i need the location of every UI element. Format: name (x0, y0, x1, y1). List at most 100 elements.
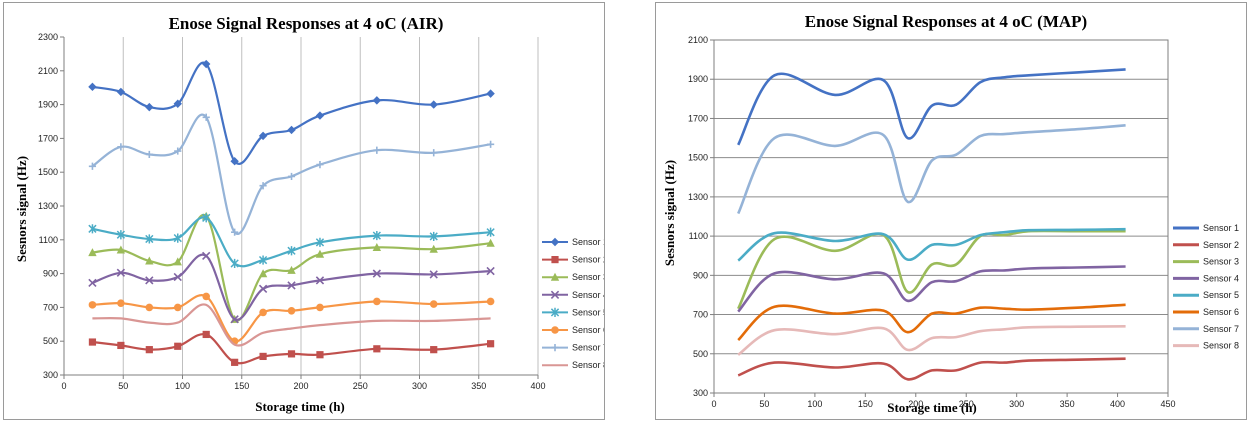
y-tick-label: 2100 (688, 35, 708, 45)
legend-item: Sensor 6 (1173, 307, 1239, 317)
chart-air: Enose Signal Responses at 4 oC (AIR) Sto… (14, 14, 604, 414)
x-tick-label: 100 (175, 381, 190, 391)
y-tick-label: 2300 (38, 32, 58, 42)
data-point (315, 237, 325, 247)
data-point (550, 290, 560, 299)
legend-item: Sensor 4 (542, 290, 604, 300)
y-tick-label: 1900 (688, 74, 708, 84)
data-point (487, 140, 495, 148)
data-point (202, 330, 210, 339)
data-point (487, 340, 495, 348)
data-point (202, 59, 211, 69)
y-tick-label: 1300 (688, 192, 708, 202)
data-point (230, 258, 239, 269)
series-line (92, 61, 491, 165)
series-line (92, 216, 491, 268)
data-point (429, 300, 438, 308)
chart-panel-map: Enose Signal Responses at 4 oC (MAP) Sto… (655, 2, 1247, 420)
data-point (372, 269, 382, 278)
legend-label: Sensor 4 (572, 290, 604, 300)
data-point (372, 230, 381, 241)
legend-label: Sensor 3 (1203, 257, 1239, 267)
data-point (486, 266, 495, 276)
series-sensor-8 (737, 325, 1126, 356)
x-tick-label: 350 (1060, 399, 1075, 409)
series-sensor-5 (737, 227, 1126, 262)
data-point (88, 162, 97, 170)
data-point (88, 82, 97, 92)
data-point (88, 224, 97, 234)
data-point (287, 172, 296, 181)
series-line (737, 265, 1126, 313)
legend: Sensor 1 Sensor 2 Sensor 3 Sensor 4 Sensor 5… (542, 237, 604, 370)
y-tick-label: 700 (693, 310, 708, 320)
y-tick-label: 700 (43, 302, 58, 312)
series-sensor-8 (92, 303, 491, 347)
y-tick-label: 900 (43, 269, 58, 279)
data-point (145, 346, 153, 354)
legend-item: Sensor 5 (1173, 290, 1239, 300)
data-point (202, 292, 210, 301)
data-point (287, 306, 296, 315)
data-point (287, 281, 296, 290)
series-sensor-6 (88, 292, 495, 346)
data-point (316, 160, 324, 169)
series-sensor-7 (88, 113, 495, 236)
data-point (145, 234, 154, 244)
legend-label: Sensor 5 (1203, 290, 1239, 300)
data-point (550, 307, 560, 317)
x-tick-label: 0 (61, 381, 66, 391)
x-tick-label: 50 (118, 381, 128, 391)
chart-panel-air: Enose Signal Responses at 4 oC (AIR) Sto… (3, 2, 605, 420)
x-tick-label: 150 (234, 381, 249, 391)
data-point (551, 326, 559, 334)
data-point (315, 249, 325, 258)
y-tick-label: 500 (693, 349, 708, 359)
series-line (92, 303, 491, 347)
x-tick-label: 450 (1160, 399, 1175, 409)
legend-item: Sensor 1 (1173, 223, 1239, 233)
legend-label: Sensor 1 (1203, 223, 1239, 233)
chart-title: Enose Signal Responses at 4 oC (MAP) (805, 12, 1087, 31)
x-tick-label: 250 (959, 399, 974, 409)
data-point (551, 344, 559, 352)
series-sensor-1 (737, 68, 1126, 146)
plot-area (713, 39, 1169, 394)
data-point (373, 146, 381, 154)
data-point (430, 149, 438, 157)
y-axis-title: Sesnors signal (Hz) (14, 156, 29, 262)
y-tick-label: 2100 (38, 66, 58, 76)
data-point (117, 341, 125, 350)
legend-label: Sensor 6 (572, 325, 604, 335)
legend-label: Sensor 2 (572, 255, 604, 265)
legend-item: Sensor 7 (542, 343, 604, 353)
data-point (173, 99, 182, 108)
data-point (550, 237, 560, 247)
legend-item: Sensor 4 (1173, 273, 1239, 283)
series-sensor-6 (737, 303, 1126, 342)
data-point (551, 256, 559, 264)
data-point (231, 228, 239, 236)
legend-item: Sensor 7 (1173, 324, 1239, 334)
data-point (287, 265, 296, 274)
x-axis-title: Storage time (h) (255, 399, 345, 414)
series-line (91, 253, 491, 321)
legend-label: Sensor 5 (572, 307, 604, 317)
x-tick-label: 400 (1110, 399, 1125, 409)
data-point (486, 238, 495, 247)
legend-label: Sensor 7 (572, 343, 604, 353)
data-point (315, 276, 325, 285)
legend-item: Sensor 2 (1173, 240, 1239, 250)
data-point (116, 230, 126, 240)
y-tick-label: 1500 (688, 153, 708, 163)
data-point (202, 251, 211, 261)
data-point (230, 315, 239, 324)
data-point (258, 255, 268, 265)
series-sensor-7 (737, 124, 1126, 215)
data-point (231, 358, 239, 366)
data-point (429, 231, 438, 242)
series-line (737, 124, 1126, 215)
legend-item: Sensor 3 (542, 272, 604, 282)
data-point (486, 227, 495, 237)
series-sensor-2 (737, 357, 1126, 381)
